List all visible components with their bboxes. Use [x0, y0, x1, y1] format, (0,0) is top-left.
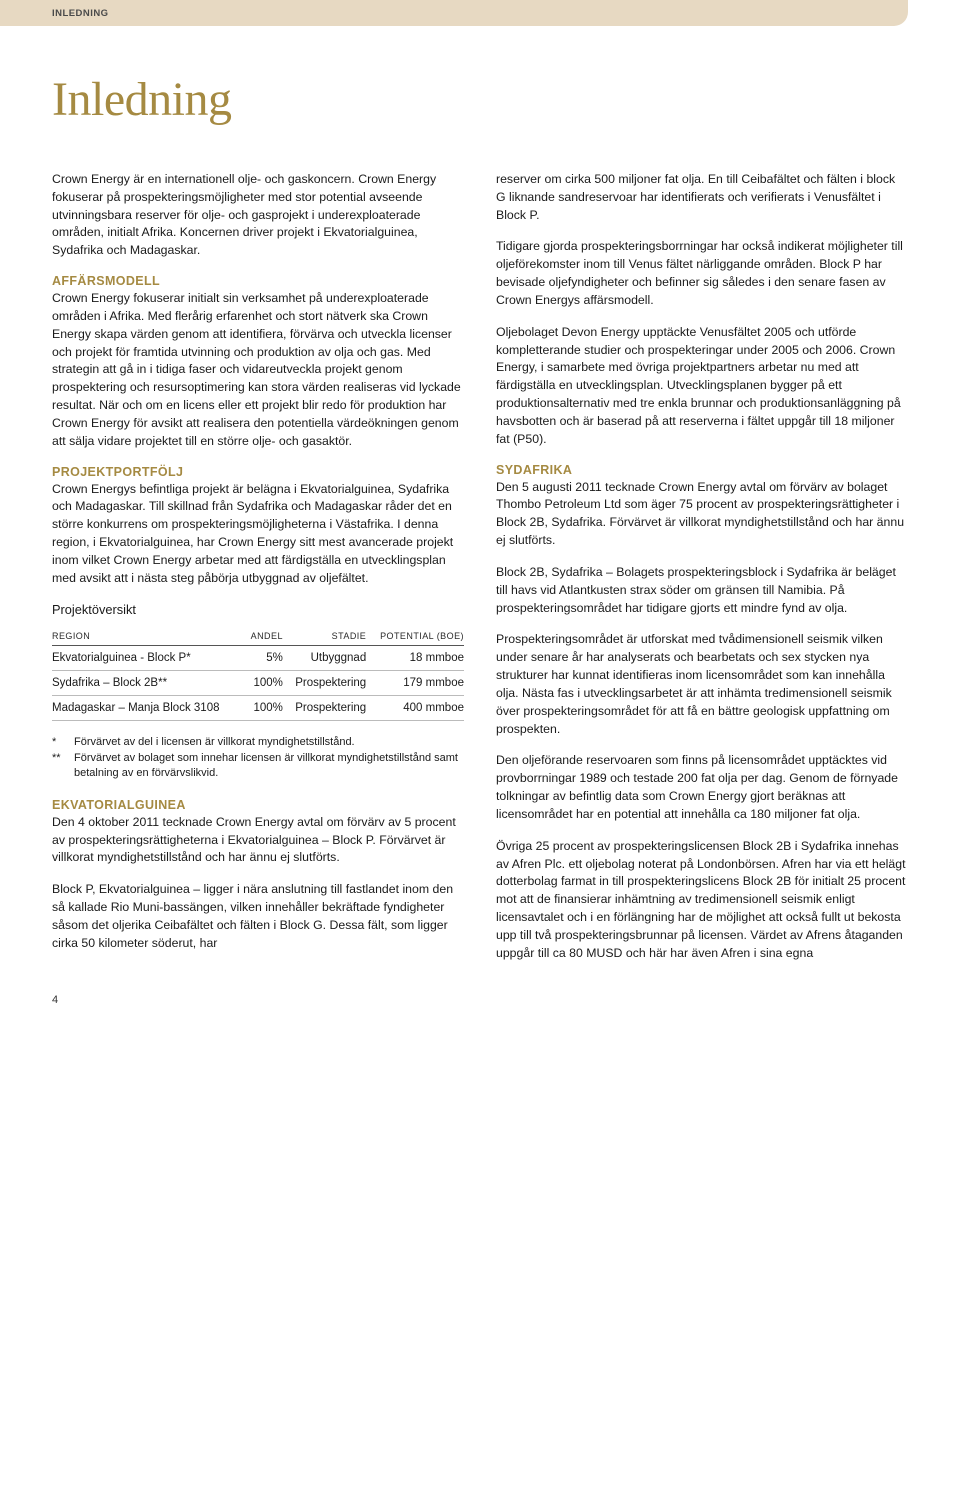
page-title: Inledning: [52, 72, 908, 127]
page-number: 4: [52, 994, 58, 1006]
body-paragraph: Den 4 oktober 2011 tecknade Crown Energy…: [52, 814, 464, 867]
section-heading-sydafrika: SYDAFRIKA: [496, 463, 908, 477]
table-cell: Ekvatorialguinea - Block P*: [52, 645, 243, 670]
body-paragraph: Övriga 25 procent av prospekteringslicen…: [496, 838, 908, 963]
table-footnotes: * Förvärvet av del i licensen är villkor…: [52, 735, 464, 782]
body-paragraph: Den oljeförande reservoaren som finns på…: [496, 752, 908, 823]
table-cell: 400 mmboe: [366, 695, 464, 720]
table-header: REGION: [52, 627, 243, 646]
body-paragraph: Block P, Ekvatorialguinea – ligger i när…: [52, 881, 464, 952]
table-cell: 100%: [243, 670, 283, 695]
body-paragraph: Den 5 augusti 2011 tecknade Crown Energy…: [496, 479, 908, 550]
section-heading-ekvatorialguinea: EKVATORIALGUINEA: [52, 798, 464, 812]
table-header: POTENTIAL (BOE): [366, 627, 464, 646]
footnote-marker: *: [52, 735, 74, 750]
table-cell: Prospektering: [283, 670, 366, 695]
body-paragraph: Oljebolaget Devon Energy upptäckte Venus…: [496, 324, 908, 449]
table-cell: Madagaskar – Manja Block 3108: [52, 695, 243, 720]
body-paragraph: Crown Energys befintliga projekt är belä…: [52, 481, 464, 588]
table-cell: 179 mmboe: [366, 670, 464, 695]
project-overview-table: REGION ANDEL STADIE POTENTIAL (BOE) Ekva…: [52, 627, 464, 721]
column-right: reserver om cirka 500 miljoner fat olja.…: [496, 171, 908, 976]
table-title: Projektöversikt: [52, 602, 464, 617]
footnote: ** Förvärvet av bolaget som innehar lice…: [52, 751, 464, 782]
table-cell: 100%: [243, 695, 283, 720]
footnote-marker: **: [52, 751, 74, 782]
body-paragraph: Prospekteringsområdet är utforskat med t…: [496, 631, 908, 738]
table-cell: Sydafrika – Block 2B**: [52, 670, 243, 695]
header-tab: INLEDNING: [52, 0, 908, 26]
table-header: STADIE: [283, 627, 366, 646]
header-tab-label: INLEDNING: [0, 0, 890, 26]
body-paragraph: Tidigare gjorda prospekteringsborrningar…: [496, 238, 908, 309]
table-header: ANDEL: [243, 627, 283, 646]
column-left: Crown Energy är en internationell olje- …: [52, 171, 464, 976]
body-paragraph: Block 2B, Sydafrika – Bolagets prospekte…: [496, 564, 908, 617]
body-paragraph: Crown Energy fokuserar initialt sin verk…: [52, 290, 464, 450]
table-row: Sydafrika – Block 2B** 100% Prospekterin…: [52, 670, 464, 695]
table-row: Ekvatorialguinea - Block P* 5% Utbyggnad…: [52, 645, 464, 670]
table-cell: Utbyggnad: [283, 645, 366, 670]
section-heading-projektportfolj: PROJEKTPORTFÖLJ: [52, 465, 464, 479]
table-row: Madagaskar – Manja Block 3108 100% Prosp…: [52, 695, 464, 720]
section-heading-affarsmodell: AFFÄRSMODELL: [52, 274, 464, 288]
footnote-text: Förvärvet av bolaget som innehar license…: [74, 751, 464, 782]
table-cell: Prospektering: [283, 695, 366, 720]
table-cell: 18 mmboe: [366, 645, 464, 670]
intro-paragraph: Crown Energy är en internationell olje- …: [52, 171, 464, 260]
footnote: * Förvärvet av del i licensen är villkor…: [52, 735, 464, 750]
footnote-text: Förvärvet av del i licensen är villkorat…: [74, 735, 355, 750]
body-paragraph: reserver om cirka 500 miljoner fat olja.…: [496, 171, 908, 224]
table-cell: 5%: [243, 645, 283, 670]
header-tab-cap: [890, 0, 908, 26]
